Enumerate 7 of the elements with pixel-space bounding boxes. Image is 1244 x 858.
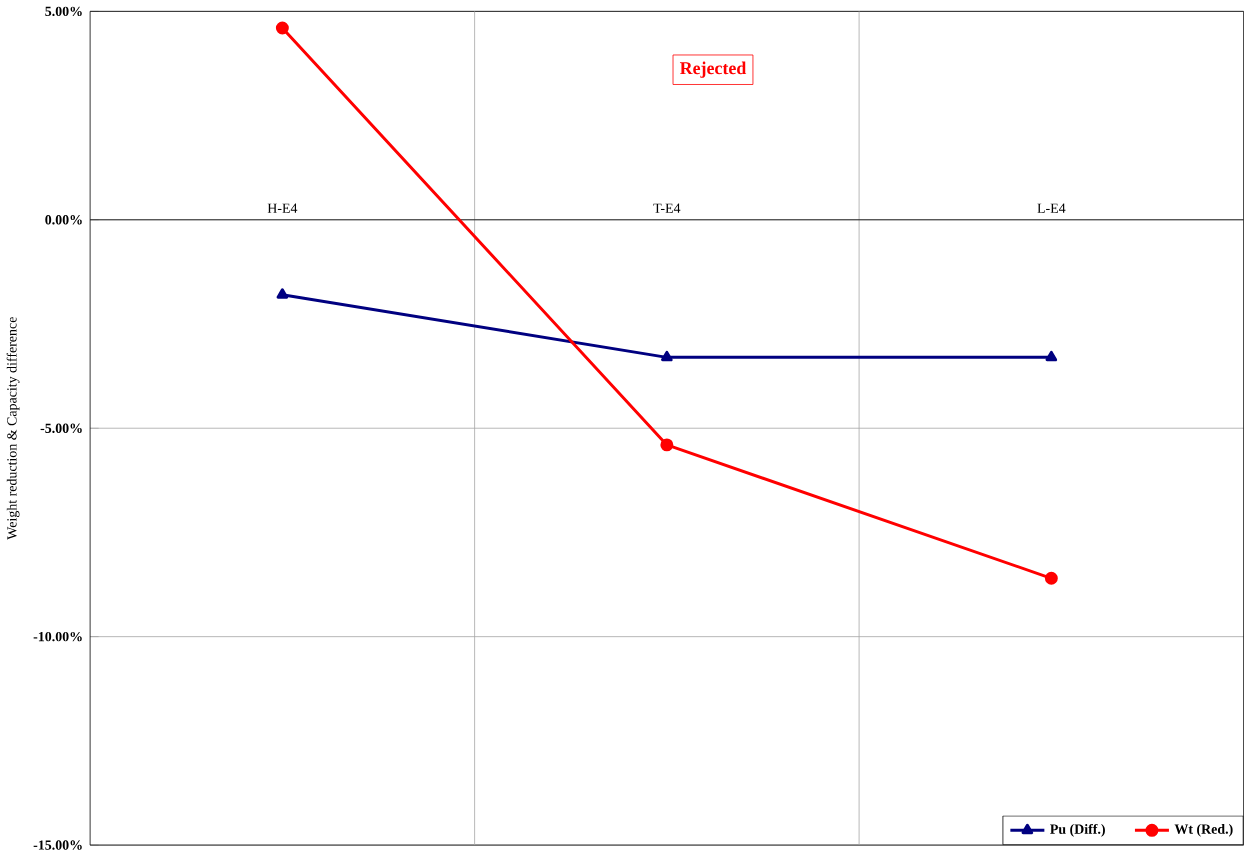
point — [661, 350, 673, 361]
point — [276, 287, 289, 299]
point — [660, 438, 674, 451]
annotation: Rejected — [679, 61, 747, 78]
point — [1045, 350, 1058, 361]
point — [275, 21, 289, 35]
point — [1044, 571, 1058, 585]
